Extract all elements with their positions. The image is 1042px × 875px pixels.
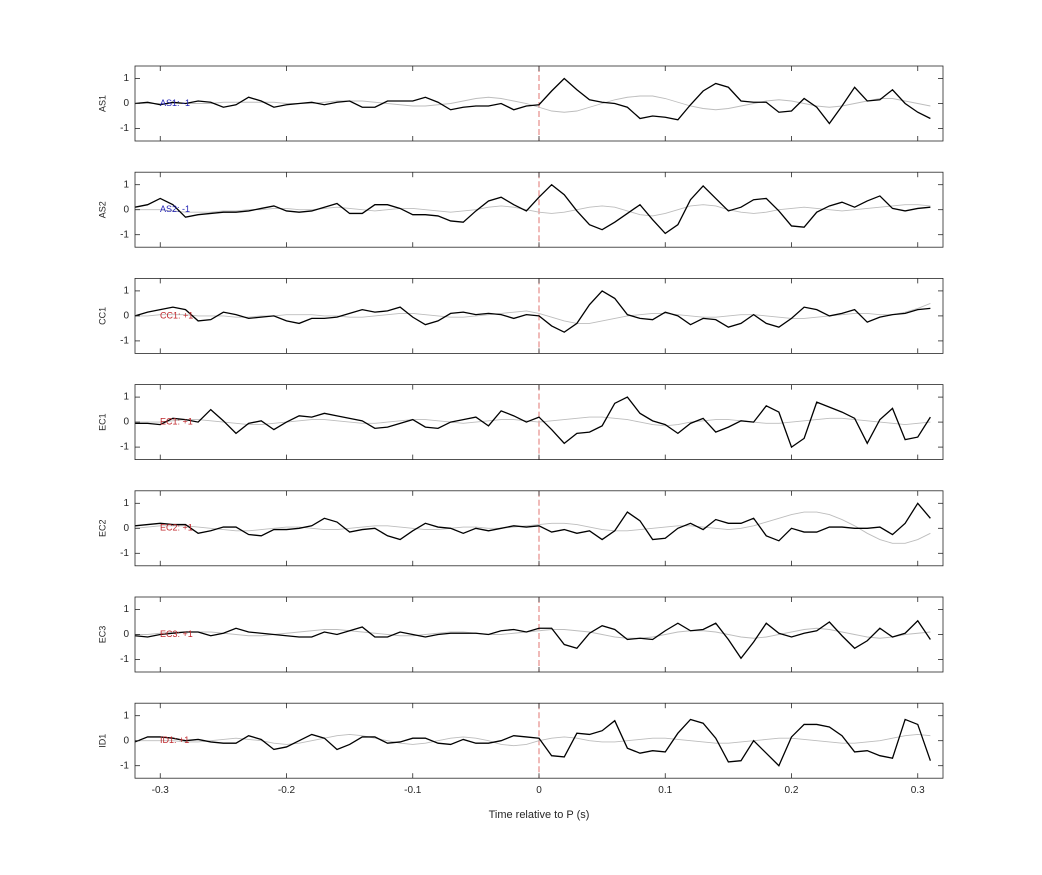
y-tick-label: 1	[123, 179, 129, 190]
data-line	[134, 183, 931, 235]
data-line	[134, 502, 931, 542]
annotation: CC1: +1	[160, 310, 193, 320]
data-line	[134, 290, 931, 333]
y-tick-label: 1	[123, 604, 129, 615]
y-axis-label: EC1	[97, 413, 107, 431]
y-tick-label: -1	[120, 548, 129, 559]
data-line	[135, 416, 931, 427]
annotation: ID1: +1	[160, 735, 189, 745]
x-tick-label: 0.3	[911, 785, 925, 796]
data-line	[134, 718, 931, 767]
data-line	[135, 627, 931, 639]
x-tick-label: -0.3	[152, 785, 170, 796]
y-tick-label: -1	[120, 229, 129, 240]
data-line	[134, 511, 931, 544]
x-tick-label: -0.2	[278, 785, 296, 796]
y-tick-label: 0	[123, 523, 129, 534]
y-axis-label: AS2	[97, 201, 107, 218]
y-axis-label: EC3	[97, 626, 107, 644]
annotation: AS2: -1	[160, 204, 190, 214]
y-tick-label: 0	[123, 629, 129, 640]
x-tick-label: 0.1	[658, 785, 672, 796]
y-tick-label: 0	[123, 98, 129, 109]
x-axis-label: Time relative to P (s)	[489, 809, 590, 821]
y-tick-label: 0	[123, 735, 129, 746]
y-tick-label: 1	[123, 73, 129, 84]
y-tick-label: 1	[123, 286, 129, 297]
y-tick-label: 0	[123, 311, 129, 322]
data-line	[135, 396, 931, 449]
y-tick-label: 1	[123, 498, 129, 509]
x-tick-label: 0.2	[785, 785, 799, 796]
y-axis-label: AS1	[97, 95, 107, 112]
y-tick-label: -1	[120, 442, 129, 453]
data-line	[134, 77, 931, 125]
annotation: AS1: -1	[160, 98, 190, 108]
annotation: EC3: +1	[160, 629, 193, 639]
y-tick-label: -1	[120, 336, 129, 347]
y-tick-label: -1	[120, 760, 129, 771]
data-line	[134, 619, 931, 660]
y-tick-label: -1	[120, 123, 129, 134]
x-tick-label: -0.1	[404, 785, 422, 796]
annotation: EC1: +1	[160, 416, 193, 426]
y-axis-label: ID1	[97, 734, 107, 748]
data-line	[135, 204, 931, 217]
data-line	[135, 733, 931, 747]
y-tick-label: 0	[123, 204, 129, 215]
y-tick-label: 1	[123, 392, 129, 403]
y-axis-label: EC2	[97, 520, 107, 538]
y-tick-label: -1	[120, 654, 129, 665]
y-tick-label: 0	[123, 417, 129, 428]
y-axis-label: CC1	[97, 307, 107, 325]
y-tick-label: 1	[123, 710, 129, 721]
annotation: EC2: +1	[160, 523, 193, 533]
x-tick-label: 0	[536, 785, 542, 796]
